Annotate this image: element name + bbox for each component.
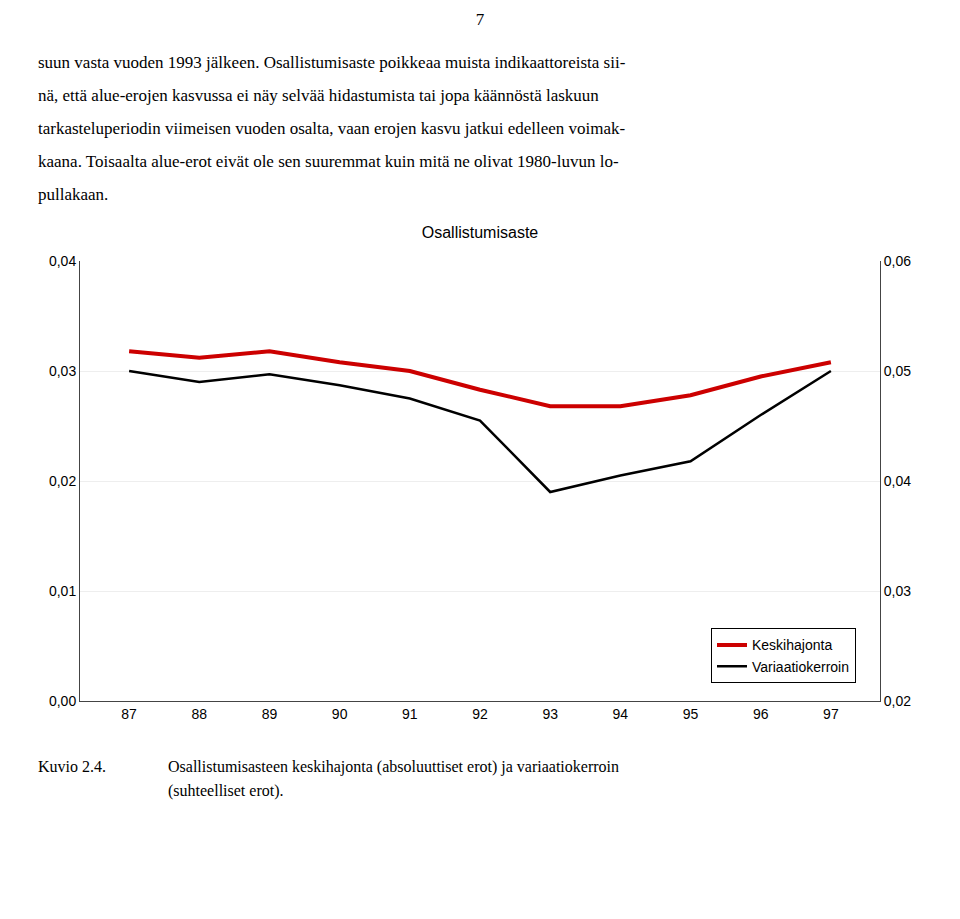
html-text:tarkasteluperiodin viimeisen v: tarkasteluperiodin viimeisen vuoden osal… xyxy=(38,119,626,138)
svg-text:0,01: 0,01 xyxy=(49,583,76,599)
svg-text:0,05: 0,05 xyxy=(884,363,911,379)
html-text:nä, että alue-erojen kasvussa: nä, että alue-erojen kasvussa ei näy sel… xyxy=(38,86,599,105)
svg-text:Osallistumisaste: Osallistumisaste xyxy=(422,224,539,241)
svg-text:0,06: 0,06 xyxy=(884,253,911,269)
svg-text:89: 89 xyxy=(262,706,278,722)
svg-text:93: 93 xyxy=(542,706,558,722)
svg-text:Keskihajonta: Keskihajonta xyxy=(752,637,832,653)
html-text:pullakaan.: pullakaan. xyxy=(38,185,109,204)
svg-text:92: 92 xyxy=(472,706,488,722)
svg-text:88: 88 xyxy=(192,706,208,722)
html-text:7: 7 xyxy=(475,10,485,29)
svg-text:97: 97 xyxy=(823,706,839,722)
svg-text:0,03: 0,03 xyxy=(884,583,911,599)
svg-text:90: 90 xyxy=(332,706,348,722)
svg-text:0,00: 0,00 xyxy=(49,693,76,709)
svg-text:0,02: 0,02 xyxy=(884,693,911,709)
svg-text:0,03: 0,03 xyxy=(49,363,76,379)
svg-text:0,04: 0,04 xyxy=(49,253,76,269)
svg-text:0,02: 0,02 xyxy=(49,473,76,489)
html-text:Osallistumisasteen keskihajont: Osallistumisasteen keskihajonta (absoluu… xyxy=(168,758,619,799)
svg-text:96: 96 xyxy=(753,706,769,722)
html-text:suun vasta vuoden 1993 jälkeen: suun vasta vuoden 1993 jälkeen. Osallist… xyxy=(38,53,626,72)
html-text:Kuvio 2.4.: Kuvio 2.4. xyxy=(38,758,106,775)
svg-text:87: 87 xyxy=(121,706,137,722)
svg-text:0,04: 0,04 xyxy=(884,473,911,489)
svg-text:94: 94 xyxy=(613,706,629,722)
html-text:kaana. Toisaalta alue-erot eiv: kaana. Toisaalta alue-erot eivät ole sen… xyxy=(38,152,619,171)
svg-text:91: 91 xyxy=(402,706,418,722)
svg-text:95: 95 xyxy=(683,706,699,722)
svg-text:Variaatiokerroin: Variaatiokerroin xyxy=(752,659,849,675)
